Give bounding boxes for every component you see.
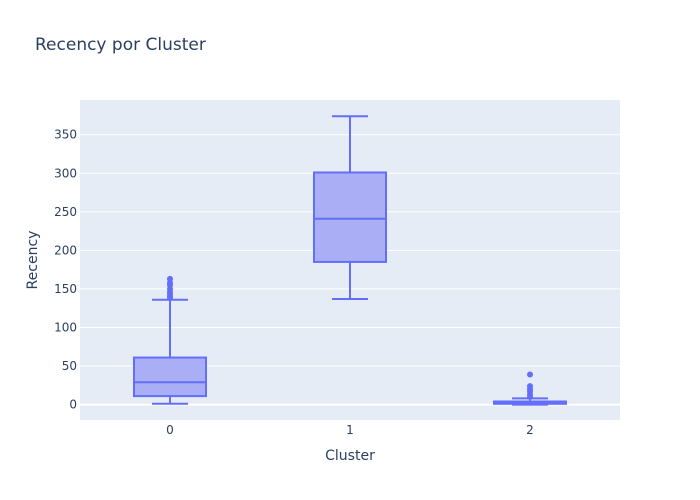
x-tick-label: 0	[166, 423, 174, 437]
chart-title: Recency por Cluster	[35, 35, 206, 55]
boxes	[133, 115, 567, 406]
box-cluster-2	[493, 371, 567, 406]
y-tick-label: 50	[62, 359, 77, 373]
y-tick-label: 200	[54, 243, 77, 257]
box-cluster-0	[133, 275, 207, 405]
box-iqr	[133, 356, 207, 398]
y-tick-label: 300	[54, 166, 77, 180]
x-tick-label: 1	[346, 423, 354, 437]
x-tick-label: 2	[526, 423, 534, 437]
y-tick-label: 250	[54, 205, 77, 219]
box-iqr	[313, 171, 387, 263]
y-tick-label: 0	[69, 398, 77, 412]
y-axis-title: Recency	[25, 231, 41, 290]
x-axis-title: Cluster	[325, 448, 375, 464]
x-tick-labels: 0 1 2	[166, 423, 534, 437]
y-tick-label: 100	[54, 320, 77, 334]
y-tick-label: 350	[54, 128, 77, 142]
y-tick-labels: 0 50 100 150 200 250 300 350	[54, 128, 77, 412]
y-tick-label: 150	[54, 282, 77, 296]
outlier-point	[527, 371, 533, 378]
box-cluster-1	[313, 115, 387, 300]
outlier-point	[527, 383, 533, 390]
outlier-point	[167, 275, 173, 282]
